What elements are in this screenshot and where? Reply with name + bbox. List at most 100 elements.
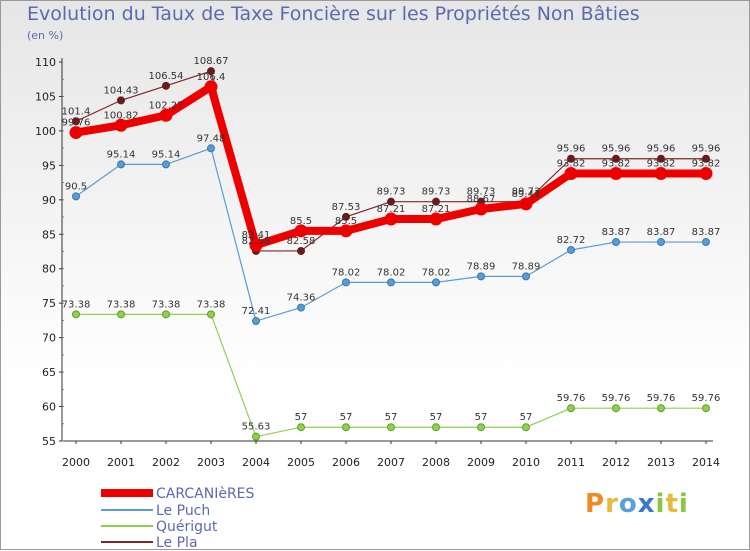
data-label-qu-rigut: 57	[385, 412, 398, 423]
data-point-qu-rigut	[702, 404, 710, 413]
proxiti-logo: Proxiti	[585, 489, 689, 519]
x-tick-label: 2009	[467, 456, 495, 469]
data-label-qu-rigut: 57	[295, 412, 308, 423]
data-label-le-puch: 95.14	[152, 149, 181, 160]
data-point-le-pla	[207, 67, 215, 76]
data-point-carcani-res	[249, 238, 263, 252]
data-label-carcani-res: 93.82	[647, 158, 676, 169]
data-point-carcani-res	[384, 212, 398, 226]
y-axis-unit: (en %)	[27, 29, 64, 42]
data-label-qu-rigut: 73.38	[152, 299, 181, 310]
data-label-le-pla: 89.73	[377, 187, 406, 198]
data-label-le-pla: 108.67	[194, 56, 229, 67]
data-point-carcani-res	[204, 80, 218, 94]
data-point-carcani-res	[474, 202, 488, 216]
data-label-le-pla: 82.58	[242, 236, 271, 247]
data-point-le-puch	[432, 278, 440, 287]
data-label-le-puch: 82.72	[557, 235, 586, 246]
data-point-le-puch	[162, 160, 170, 169]
data-point-le-puch	[207, 144, 215, 153]
y-tick-label: 90	[42, 194, 56, 207]
y-tick-label: 70	[42, 332, 56, 345]
data-point-qu-rigut	[162, 310, 170, 319]
x-tick-label: 2012	[602, 456, 630, 469]
data-label-carcani-res: 83.41	[242, 230, 271, 241]
data-label-qu-rigut: 57	[430, 412, 443, 423]
data-point-le-puch	[657, 238, 665, 247]
data-label-qu-rigut: 55.63	[242, 422, 271, 433]
data-label-carcani-res: 89.41	[512, 189, 541, 200]
data-point-carcani-res	[69, 126, 83, 140]
x-tick-label: 2001	[107, 456, 135, 469]
data-point-qu-rigut	[117, 310, 125, 319]
data-point-le-puch	[567, 245, 575, 254]
data-label-qu-rigut: 57	[520, 412, 533, 423]
x-tick-label: 2010	[512, 456, 540, 469]
data-point-le-pla	[117, 96, 125, 105]
data-label-carcani-res: 85.5	[335, 216, 357, 227]
data-point-le-puch	[252, 317, 260, 326]
data-label-le-pla: 95.96	[692, 144, 721, 155]
data-label-le-pla: 82.58	[287, 236, 316, 247]
data-label-qu-rigut: 73.38	[62, 299, 91, 310]
data-label-le-puch: 72.41	[242, 306, 271, 317]
x-tick-label: 2006	[332, 456, 360, 469]
data-point-le-pla	[387, 197, 395, 206]
y-tick-label: 75	[42, 297, 56, 310]
data-label-carcani-res: 106.4	[197, 72, 226, 83]
data-point-qu-rigut	[297, 423, 305, 432]
data-point-le-puch	[702, 238, 710, 247]
y-tick-label: 55	[42, 435, 56, 448]
data-point-qu-rigut	[657, 404, 665, 413]
y-tick-label: 105	[35, 90, 56, 103]
y-tick-label: 80	[42, 263, 56, 276]
data-point-qu-rigut	[567, 404, 575, 413]
data-point-carcani-res	[159, 108, 173, 122]
data-label-le-puch: 78.89	[512, 261, 541, 272]
y-tick-label: 65	[42, 366, 56, 379]
data-point-qu-rigut	[207, 310, 215, 319]
data-point-le-puch	[522, 272, 530, 281]
data-point-carcani-res	[519, 197, 533, 211]
y-tick-label: 60	[42, 401, 56, 414]
data-point-carcani-res	[609, 166, 623, 180]
data-label-carcani-res: 88.67	[467, 194, 496, 205]
data-label-le-pla: 104.43	[104, 85, 139, 96]
data-label-le-pla: 95.96	[602, 144, 631, 155]
x-tick-label: 2011	[557, 456, 585, 469]
data-point-le-pla	[657, 154, 665, 163]
data-point-le-pla	[567, 154, 575, 163]
data-label-qu-rigut: 59.76	[602, 393, 631, 404]
data-point-qu-rigut	[612, 404, 620, 413]
legend-label: Le Puch	[156, 503, 210, 519]
chart-title: Evolution du Taux de Taxe Foncière sur l…	[27, 3, 640, 25]
data-label-le-puch: 97.48	[197, 133, 226, 144]
y-tick-label: 95	[42, 159, 56, 172]
data-point-carcani-res	[339, 224, 353, 238]
data-point-carcani-res	[654, 166, 668, 180]
data-label-le-pla: 106.54	[149, 71, 184, 82]
data-label-carcani-res: 85.5	[290, 216, 312, 227]
data-point-qu-rigut	[342, 423, 350, 432]
data-label-le-pla: 101.4	[62, 106, 91, 117]
legend-label: CARCANIèRES	[156, 486, 255, 502]
x-tick-label: 2005	[287, 456, 315, 469]
data-point-qu-rigut	[477, 423, 485, 432]
data-point-le-puch	[297, 303, 305, 312]
x-tick-label: 2013	[647, 456, 675, 469]
data-label-qu-rigut: 57	[340, 412, 353, 423]
data-label-carcani-res: 93.82	[602, 158, 631, 169]
data-label-qu-rigut: 59.76	[692, 393, 721, 404]
data-point-qu-rigut	[252, 432, 260, 441]
data-label-carcani-res: 93.82	[557, 158, 586, 169]
x-tick-label: 2002	[152, 456, 180, 469]
data-label-le-puch: 90.5	[65, 181, 87, 192]
x-tick-label: 2000	[62, 456, 90, 469]
data-label-carcani-res: 87.21	[377, 204, 406, 215]
data-label-le-puch: 95.14	[107, 149, 136, 160]
data-point-le-pla	[297, 246, 305, 255]
data-point-le-pla	[432, 197, 440, 206]
data-label-carcani-res: 99.76	[62, 118, 91, 129]
x-tick-label: 2008	[422, 456, 450, 469]
